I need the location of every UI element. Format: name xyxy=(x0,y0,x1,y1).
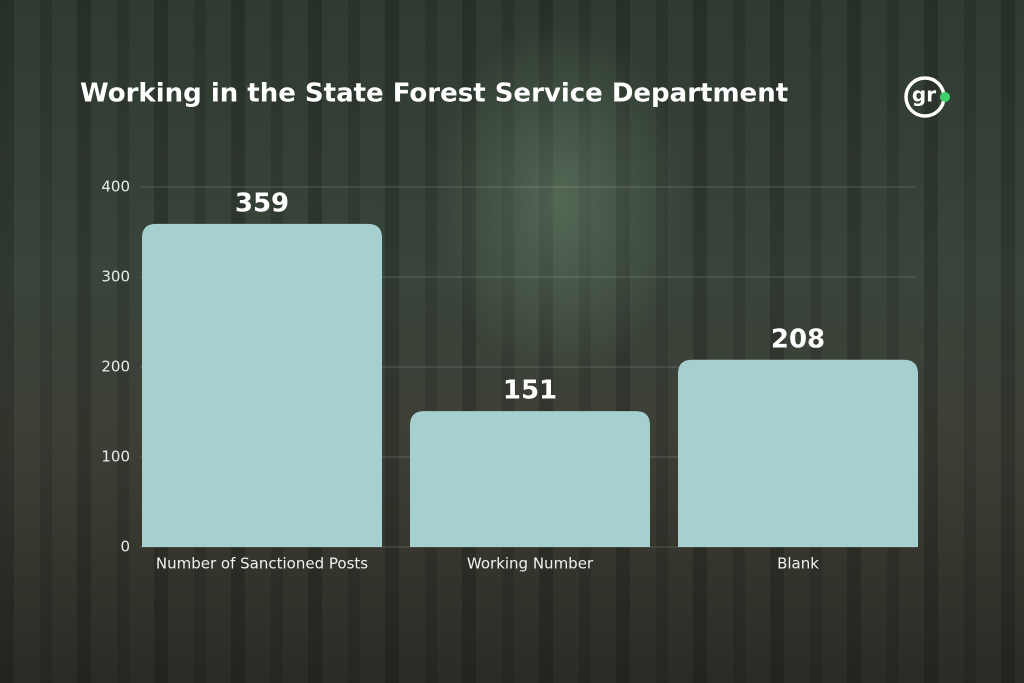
x-tick-label: Number of Sanctioned Posts xyxy=(156,555,368,573)
y-tick-label: 100 xyxy=(101,448,130,466)
logo-dot xyxy=(940,92,950,102)
chart-title: Working in the State Forest Service Depa… xyxy=(80,79,788,109)
y-tick-label: 300 xyxy=(101,268,130,286)
x-tick-label: Blank xyxy=(777,555,819,573)
value-label: 359 xyxy=(235,188,289,218)
logo-text: gr xyxy=(912,83,936,107)
y-tick-label: 400 xyxy=(101,178,130,196)
bar xyxy=(142,223,382,547)
bar xyxy=(410,411,650,547)
value-label: 208 xyxy=(771,324,825,354)
y-tick-label: 0 xyxy=(120,538,130,556)
bar xyxy=(678,359,918,547)
x-tick-label: Working Number xyxy=(467,555,594,573)
value-label: 151 xyxy=(503,376,557,406)
y-tick-label: 200 xyxy=(101,358,130,376)
